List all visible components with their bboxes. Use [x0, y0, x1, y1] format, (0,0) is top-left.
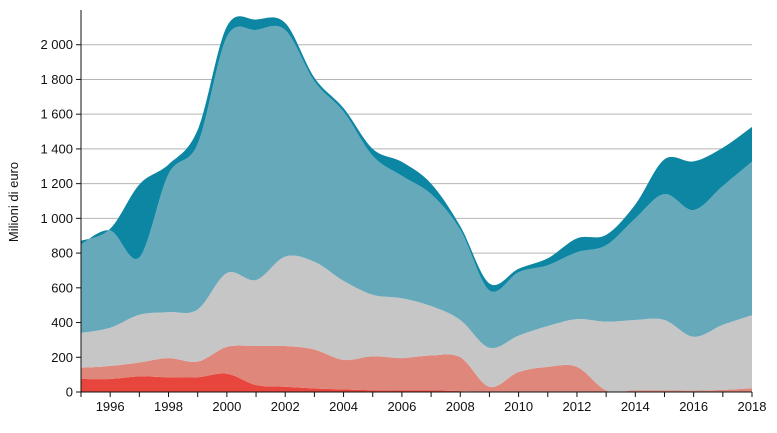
- y-tick-label-5: 1 000: [40, 211, 73, 226]
- x-tick-label-4: 2004: [329, 399, 358, 414]
- area-serie-3: [81, 255, 752, 392]
- x-axis-ticks: 1996 1998 2000 2002 2004 2006 2008 2010 2012 2014…: [80, 392, 767, 414]
- area-serie-2: [81, 345, 752, 393]
- x-tick-label-6: 2008: [446, 399, 475, 414]
- x-tick-label-10: 2016: [679, 399, 708, 414]
- y-tick-label-7: 1 400: [40, 141, 73, 156]
- area-serie-4: [81, 25, 752, 349]
- y-tick-label-0: 0: [66, 385, 73, 400]
- y-tick-label-2: 400: [51, 315, 73, 330]
- y-tick-label-4: 800: [51, 246, 73, 261]
- y-axis-ticks: 0 200 400 600 800 1 000 1 200 1 400 1 600 1 800 2 …: [40, 37, 81, 400]
- axes: [80, 10, 752, 393]
- x-tick-label-5: 2006: [387, 399, 416, 414]
- y-tick-label-8: 1 600: [40, 107, 73, 122]
- y-tick-label-1: 200: [51, 350, 73, 365]
- y-tick-label-3: 600: [51, 280, 73, 295]
- y-tick-label-9: 1 800: [40, 72, 73, 87]
- x-tick-label-8: 2012: [562, 399, 591, 414]
- x-tick-label-3: 2002: [271, 399, 300, 414]
- y-axis-title: Milioni di euro: [6, 162, 21, 242]
- x-tick-label-2: 2000: [212, 399, 241, 414]
- x-tick-label-9: 2014: [621, 399, 650, 414]
- area-serie-1: [81, 373, 752, 393]
- area-series: [81, 16, 752, 393]
- y-tick-label-10: 2 000: [40, 37, 73, 52]
- x-tick-label-11: 2018: [738, 399, 767, 414]
- x-tick-label-7: 2010: [504, 399, 533, 414]
- y-tick-label-6: 1 200: [40, 176, 73, 191]
- x-tick-label-0: 1996: [96, 399, 125, 414]
- x-tick-label-1: 1998: [154, 399, 183, 414]
